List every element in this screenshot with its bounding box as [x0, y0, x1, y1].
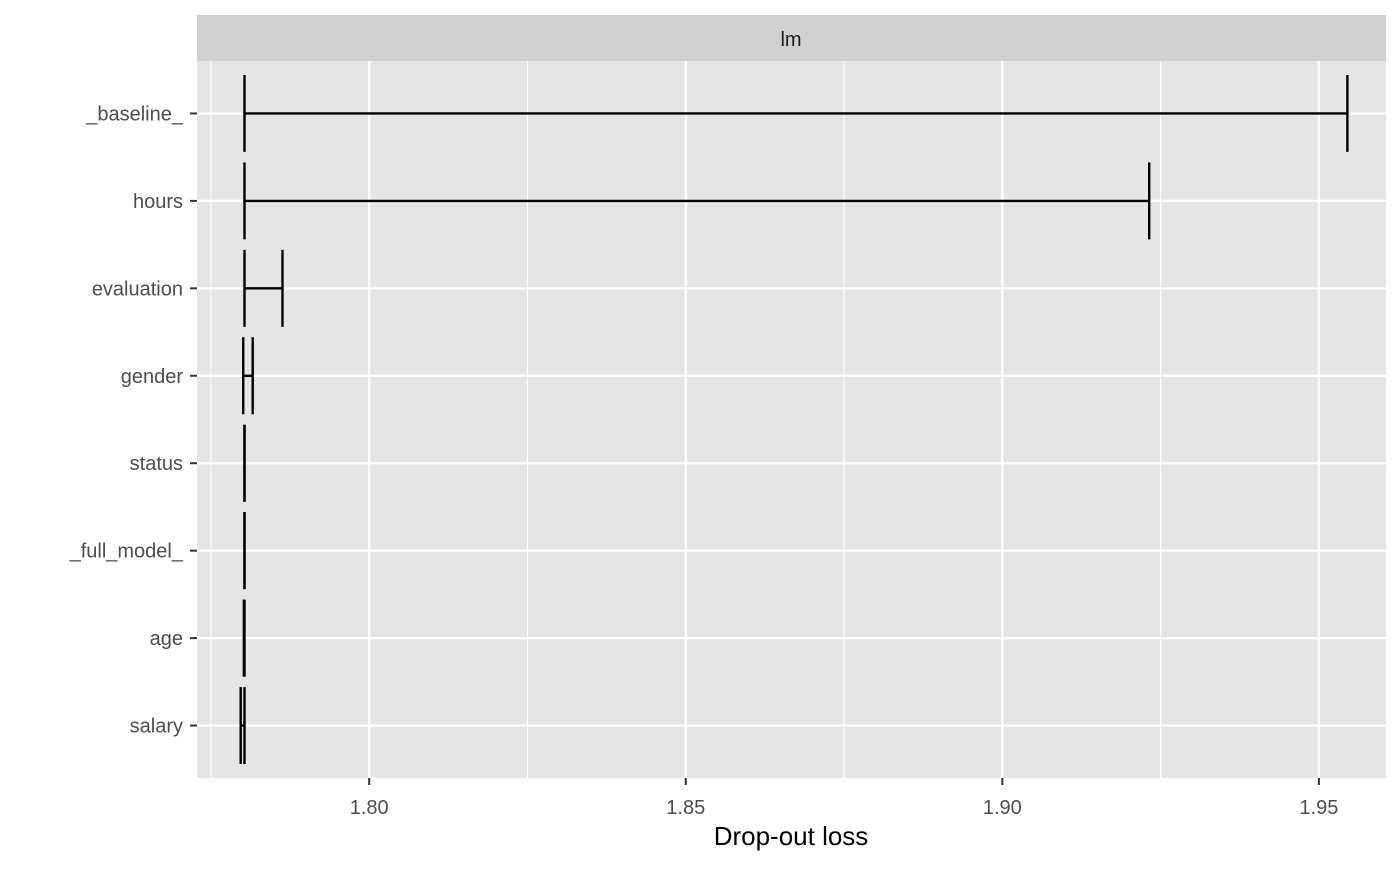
y-tick-label: hours [133, 191, 183, 213]
x-tick-label: 1.80 [350, 797, 389, 819]
y-tick-label: salary [130, 716, 183, 738]
x-axis-title: Drop-out loss [714, 821, 869, 851]
y-tick-label: age [150, 628, 183, 650]
y-tick-label: _full_model_ [69, 541, 184, 563]
y-tick-label: gender [121, 366, 184, 388]
y-tick-label: _baseline_ [85, 103, 184, 125]
y-axis-labels: _baseline_hours evaluation gender status _fu… [69, 103, 184, 737]
x-tick-label: 1.90 [983, 797, 1022, 819]
x-tick-label: 1.95 [1299, 797, 1338, 819]
strip-background [197, 15, 1386, 61]
facet-strip-label: lm [780, 29, 801, 51]
x-axis-labels: 1.80 1.85 1.90 1.95 [350, 797, 1339, 819]
y-tick-label: status [130, 453, 183, 475]
plot-panel [197, 61, 1386, 778]
axis-ticks [190, 112, 1320, 785]
interval-marks [239, 74, 1349, 765]
x-tick-label: 1.85 [666, 797, 705, 819]
y-tick-label: evaluation [92, 278, 183, 300]
